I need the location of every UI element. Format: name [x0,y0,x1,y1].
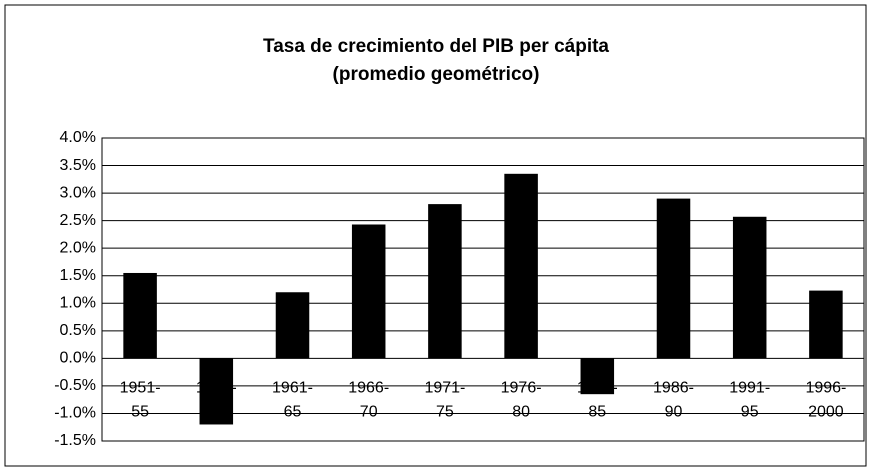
x-tick-label-line: 75 [436,404,454,421]
x-tick-label-line: 65 [284,404,302,421]
bar [428,204,462,359]
x-tick-label-line: 1951- [120,380,161,397]
x-tick-label: 1971- 75 [424,380,465,421]
x-tick-label: 1991- 95 [729,380,770,421]
x-tick-label: 1976- 80 [501,380,542,421]
x-tick-label-line: 2000 [808,404,844,421]
x-tick-label-line: 1991- [729,380,770,397]
x-tick-label: 1986- 90 [653,380,694,421]
x-tick-label: 1961- 65 [272,380,313,421]
y-tick-label: 0.0% [60,350,96,367]
y-tick-label: 3.0% [60,184,96,201]
x-tick-label-line: 80 [512,404,530,421]
y-tick-label: 2.0% [60,239,96,256]
bar [504,173,538,359]
x-tick-label: 1966- 70 [348,380,389,421]
x-tick-label-line: 1996- [805,380,846,397]
chart-subtitle: (promedio geométrico) [333,64,540,85]
y-tick-label: -1.5% [54,432,96,449]
chart-title: Tasa de crecimiento del PIB per cápita [263,36,609,57]
y-tick-label: -0.5% [54,377,96,394]
y-tick-label: 3.5% [60,157,96,174]
y-tick-label: 1.0% [60,294,96,311]
x-tick-label-line: 85 [588,404,606,421]
plot-border [101,137,865,442]
bar [656,198,691,359]
bar [580,358,615,395]
y-tick-label: 2.5% [60,212,96,229]
y-tick-label: 4.0% [60,129,96,146]
y-tick-label: -1.0% [54,405,96,422]
x-tick-label-line: 95 [741,404,759,421]
bar [123,272,157,359]
x-tick-label-line: 55 [131,404,149,421]
y-tick-label: 0.5% [60,322,96,339]
bar [809,290,843,359]
x-tick-label-line: 1986- [653,380,694,397]
x-tick-label: 1996- 2000 [805,380,846,421]
x-tick-label-line: 1961- [272,380,313,397]
bar [199,358,234,425]
x-tick-label-line: 1966- [348,380,389,397]
x-tick-label-line: 1976- [501,380,542,397]
bar [732,216,767,359]
y-tick-label: 1.5% [60,267,96,284]
x-tick-label-line: 90 [665,404,683,421]
bar [275,292,310,359]
x-tick-label: 1951- 55 [120,380,161,421]
bar [351,224,386,359]
x-tick-label-line: 70 [360,404,378,421]
x-tick-label-line: 1971- [424,380,465,397]
